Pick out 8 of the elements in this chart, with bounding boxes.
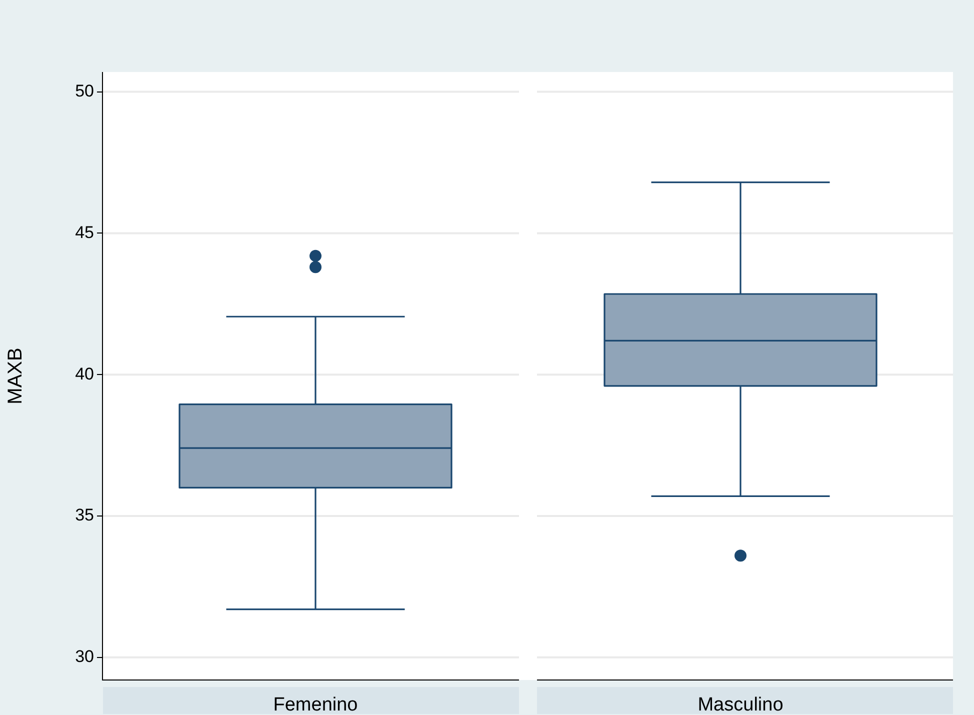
- y-tick-label: 50: [75, 81, 94, 100]
- y-tick-label: 30: [75, 647, 94, 666]
- x-tick-label: Femenino: [273, 694, 358, 715]
- y-tick-label: 40: [75, 364, 94, 384]
- y-tick-label: 35: [75, 506, 94, 525]
- x-tick-label: Masculino: [698, 694, 784, 715]
- y-axis-title: MAXB: [4, 348, 27, 404]
- y-tick-label: 45: [75, 222, 94, 242]
